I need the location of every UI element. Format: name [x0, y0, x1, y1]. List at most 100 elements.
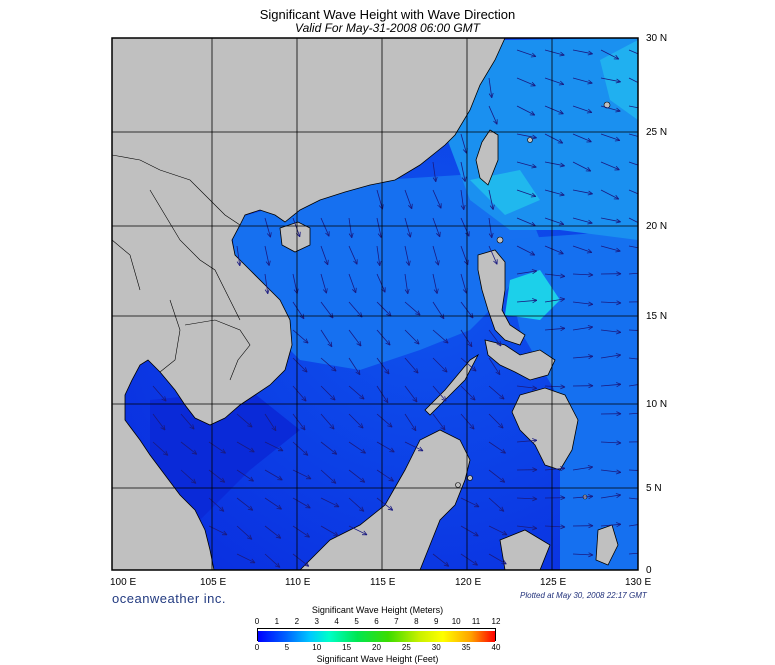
- wave-arrow: [628, 245, 638, 249]
- wave-arrow: [572, 161, 591, 172]
- wave-arrow-head: [493, 260, 498, 265]
- wave-arrow: [264, 245, 270, 266]
- wave-arrow-head: [219, 480, 225, 483]
- wave-arrow-head: [389, 422, 393, 428]
- wave-arrow-head: [445, 338, 449, 344]
- wave-arrow-head: [274, 425, 277, 431]
- wave-arrow: [600, 189, 619, 200]
- wave-direction-arrows: [152, 49, 649, 568]
- wave-arrow-head: [325, 232, 330, 237]
- wave-arrow-head: [488, 233, 493, 239]
- wave-arrow-head: [301, 398, 307, 402]
- wave-arrow: [292, 217, 301, 237]
- wave-arrow-head: [305, 450, 309, 456]
- wave-arrow: [404, 413, 417, 432]
- wave-arrow: [264, 553, 281, 568]
- wave-arrow-head: [587, 193, 593, 196]
- wave-arrow-head: [558, 224, 564, 226]
- wave-arrow-head: [559, 109, 564, 115]
- wave-arrow-head: [588, 50, 593, 55]
- wave-arrow-head: [384, 371, 390, 375]
- wave-arrow-head: [560, 384, 566, 388]
- wave-arrow-head: [488, 93, 493, 99]
- wave-arrow-head: [645, 358, 649, 361]
- wave-arrow-head: [560, 524, 566, 528]
- wave-arrow-head: [274, 565, 281, 568]
- wave-arrow-head: [588, 301, 594, 305]
- wave-arrow: [460, 329, 473, 348]
- wave-arrow: [236, 553, 256, 564]
- wave-arrow-head: [615, 353, 621, 356]
- wave-arrow: [264, 413, 277, 432]
- wave-arrow-head: [442, 370, 448, 373]
- country-borders: [112, 154, 251, 381]
- wave-arrow-head: [324, 261, 329, 266]
- wave-arrow-head: [279, 475, 283, 481]
- wave-arrow-head: [388, 480, 394, 482]
- feet-tick: 20: [372, 643, 381, 652]
- wave-arrow-head: [162, 453, 169, 456]
- meter-tick: 5: [354, 617, 359, 626]
- wave-arrow-head: [587, 137, 592, 143]
- wave-arrow-head: [306, 532, 310, 538]
- wave-arrow: [544, 77, 565, 85]
- wave-arrow-head: [352, 289, 357, 294]
- wave-arrow: [516, 217, 536, 227]
- wave-arrow-head: [502, 448, 506, 454]
- wave-arrow-head: [588, 190, 593, 195]
- wave-arrow: [600, 133, 621, 141]
- wave-arrow-head: [559, 276, 566, 279]
- longitude-label: 130 E: [625, 577, 652, 588]
- wave-arrow-head: [250, 505, 254, 511]
- wave-arrow-head: [443, 564, 449, 567]
- wave-arrow-head: [644, 83, 647, 87]
- latitude-label: 10 N: [646, 399, 668, 410]
- wave-arrow-head: [387, 425, 393, 428]
- wave-arrow: [572, 553, 594, 556]
- wave-arrow-head: [644, 250, 649, 251]
- wave-arrow-head: [560, 191, 565, 196]
- wave-arrow-head: [461, 177, 466, 182]
- wave-arrow-head: [361, 394, 365, 400]
- wave-arrow-head: [388, 340, 391, 346]
- wave-arrow: [292, 385, 307, 402]
- wave-arrow-head: [588, 494, 594, 497]
- meter-tick: 11: [471, 617, 481, 626]
- wave-arrow-head: [276, 508, 282, 510]
- wave-arrow-head: [440, 427, 446, 431]
- wave-arrow-head: [249, 534, 253, 540]
- wave-arrow-head: [560, 495, 566, 499]
- wave-arrow-head: [264, 289, 269, 295]
- wave-arrow-head: [588, 466, 594, 471]
- wave-arrow-head: [532, 270, 538, 275]
- wave-arrow-head: [644, 300, 649, 302]
- wave-arrow-head: [239, 260, 242, 266]
- wave-arrow-head: [559, 138, 564, 144]
- wave-arrow: [460, 273, 467, 294]
- wave-arrow-head: [359, 341, 362, 347]
- wave-arrow-head: [616, 522, 622, 525]
- wave-arrow: [348, 413, 364, 429]
- wave-arrow-head: [559, 194, 565, 197]
- wave-arrow-head: [414, 342, 420, 345]
- wave-arrow: [516, 497, 538, 500]
- wave-arrow: [264, 525, 282, 539]
- wave-arrow: [432, 329, 449, 344]
- wave-arrow-head: [530, 196, 536, 198]
- wave-arrow-head: [616, 218, 621, 223]
- wave-arrow-head: [299, 315, 305, 320]
- longitude-label: 105 E: [200, 577, 227, 588]
- wave-arrow-head: [496, 343, 502, 347]
- feet-tick: 5: [284, 643, 290, 652]
- wave-arrow: [600, 245, 621, 252]
- wave-arrow-head: [560, 80, 565, 85]
- longitude-label: 110 E: [285, 577, 311, 588]
- wave-arrow-head: [491, 92, 494, 98]
- wave-arrow-head: [333, 395, 336, 401]
- wave-arrow: [488, 105, 498, 125]
- wave-arrow: [348, 329, 362, 347]
- wave-arrow: [348, 525, 368, 536]
- wave-arrow-head: [268, 260, 271, 266]
- wave-arrow-head: [531, 528, 538, 531]
- wave-arrow-head: [588, 108, 593, 113]
